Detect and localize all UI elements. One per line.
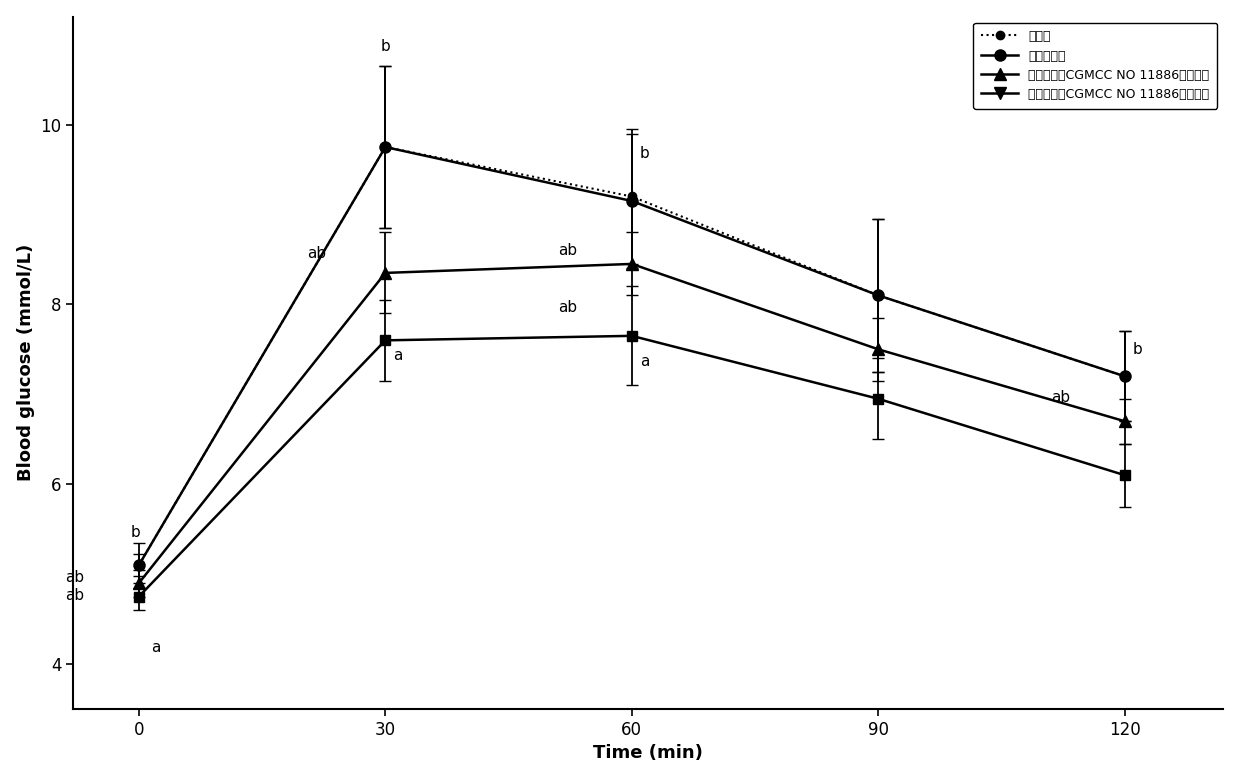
Text: a: a (393, 347, 403, 363)
Text: ab: ab (1050, 390, 1070, 405)
Y-axis label: Blood glucose (mmol/L): Blood glucose (mmol/L) (16, 244, 35, 481)
Text: b: b (1133, 341, 1143, 357)
Text: ab: ab (64, 588, 84, 603)
Text: b: b (381, 40, 391, 55)
Text: ab: ab (308, 246, 326, 261)
Text: ab: ab (64, 570, 84, 585)
Text: a: a (640, 354, 650, 369)
Text: b: b (640, 146, 650, 160)
Legend: 正常组, 糖尿病型组, 鼠李糖之山CGMCC NO 11886低剂量组, 鼠李糖之山CGMCC NO 11886高剂量组: 正常组, 糖尿病型组, 鼠李糖之山CGMCC NO 11886低剂量组, 鼠李糖… (973, 23, 1218, 108)
X-axis label: Time (min): Time (min) (593, 744, 703, 763)
Text: a: a (151, 640, 160, 655)
Text: ab: ab (558, 242, 577, 258)
Text: ab: ab (558, 300, 577, 315)
Text: b: b (130, 525, 140, 540)
